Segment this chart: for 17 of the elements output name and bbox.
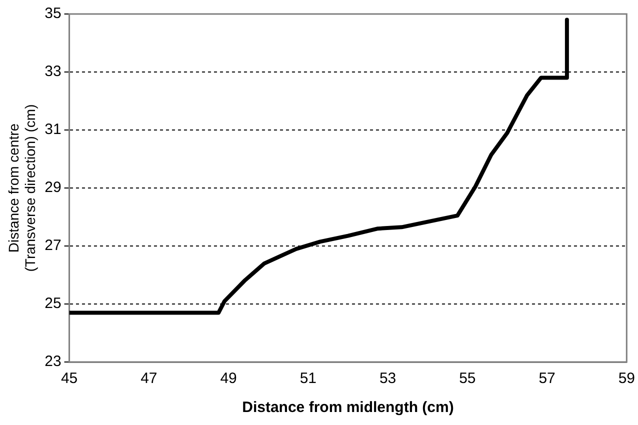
y-axis-title: Distance from centre (Transverse direction) (cm) bbox=[5, 104, 38, 272]
x-tick-label: 49 bbox=[220, 370, 237, 388]
x-tick-label: 59 bbox=[618, 370, 635, 388]
y-tick-label: 33 bbox=[44, 63, 62, 80]
y-tick-label: 31 bbox=[44, 121, 62, 138]
x-tick-label: 45 bbox=[60, 370, 78, 388]
x-tick-label: 47 bbox=[140, 370, 158, 388]
y-tick-label: 27 bbox=[44, 237, 62, 254]
x-tick-label: 57 bbox=[538, 370, 556, 388]
y-tick-label: 23 bbox=[44, 353, 62, 370]
x-tick-label: 55 bbox=[459, 370, 476, 388]
y-tick-label: 25 bbox=[44, 295, 62, 312]
y-tick-label: 35 bbox=[44, 5, 62, 22]
x-axis-title: Distance from midlength (cm) bbox=[242, 399, 454, 416]
x-tick-label: 51 bbox=[300, 370, 317, 388]
y-tick-label: 29 bbox=[44, 179, 62, 196]
x-tick-label: 53 bbox=[379, 370, 396, 388]
